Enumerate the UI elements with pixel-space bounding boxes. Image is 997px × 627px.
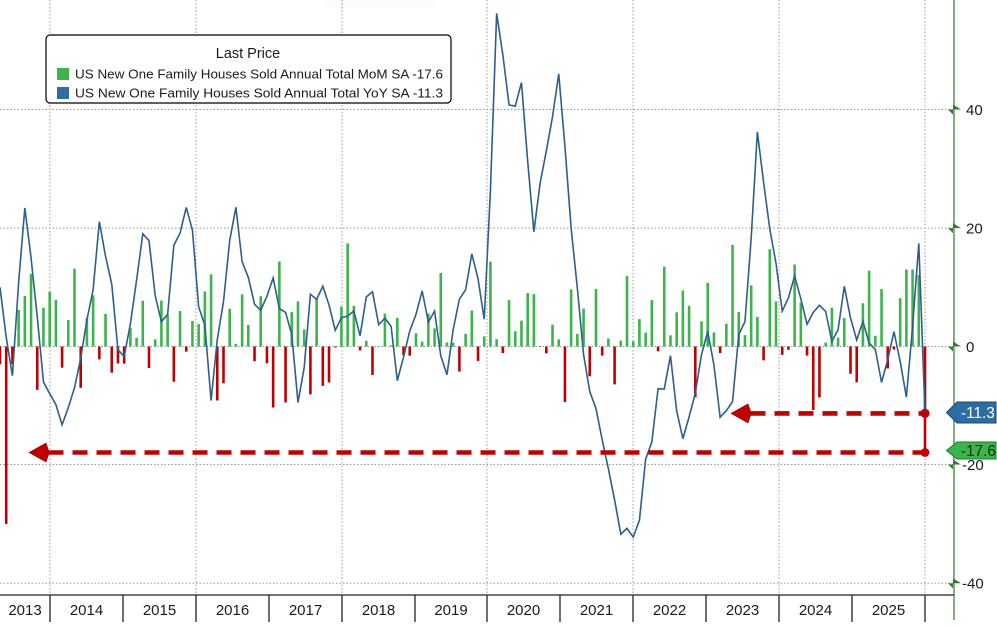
svg-text:2023: 2023 bbox=[726, 602, 759, 619]
svg-text:-17.6: -17.6 bbox=[961, 443, 996, 460]
svg-text:US New One Family Houses Sold: US New One Family Houses Sold Annual Tot… bbox=[75, 87, 443, 101]
svg-text:2020: 2020 bbox=[507, 602, 540, 619]
svg-text:2013: 2013 bbox=[8, 602, 41, 619]
svg-text:2014: 2014 bbox=[70, 602, 103, 619]
svg-text:-11.3: -11.3 bbox=[961, 405, 995, 422]
svg-text:2025: 2025 bbox=[872, 602, 905, 619]
svg-text:-40: -40 bbox=[962, 576, 984, 593]
svg-text:Last Price: Last Price bbox=[216, 46, 280, 62]
svg-text:2016: 2016 bbox=[216, 602, 249, 619]
svg-text:2019: 2019 bbox=[434, 602, 467, 619]
svg-text:US New One Family Houses Sold: US New One Family Houses Sold Annual Tot… bbox=[75, 68, 443, 82]
svg-text:2022: 2022 bbox=[653, 602, 686, 619]
svg-text:2018: 2018 bbox=[362, 602, 395, 619]
svg-text:2021: 2021 bbox=[580, 602, 613, 619]
svg-text:2015: 2015 bbox=[143, 602, 176, 619]
svg-text:20: 20 bbox=[966, 221, 983, 238]
svg-text:0: 0 bbox=[966, 339, 974, 356]
svg-text:2024: 2024 bbox=[799, 602, 832, 619]
svg-text:40: 40 bbox=[966, 102, 983, 119]
svg-text:2017: 2017 bbox=[289, 602, 322, 619]
